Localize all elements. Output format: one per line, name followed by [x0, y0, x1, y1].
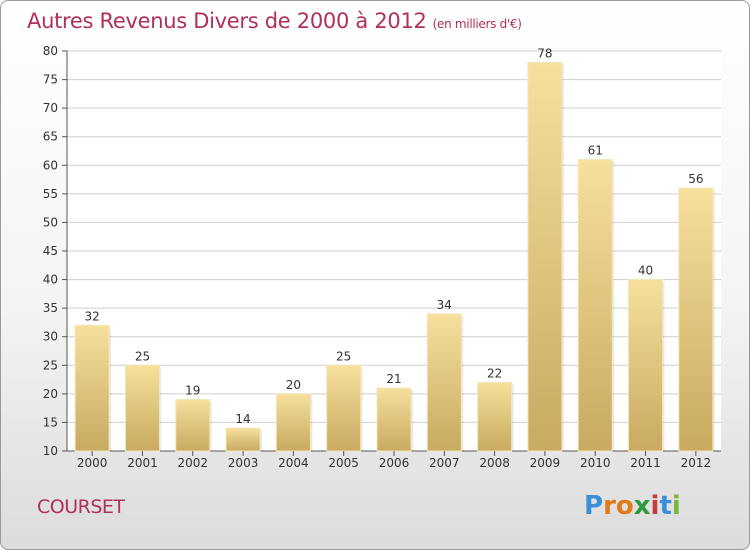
proxiti-logo: Proxiti	[584, 491, 681, 521]
y-tick-label: 65	[43, 130, 58, 144]
x-tick-label: 2001	[127, 456, 158, 470]
bar-value-label: 78	[537, 46, 552, 60]
logo-letter: r	[603, 491, 616, 521]
bar-value-label: 40	[638, 264, 653, 278]
x-tick-label: 2006	[379, 456, 410, 470]
bar	[527, 61, 563, 452]
logo-letter: o	[615, 491, 634, 521]
bar-value-label: 19	[185, 384, 200, 398]
bar-value-label: 21	[386, 372, 401, 386]
bar	[175, 399, 211, 452]
logo-letter: P	[584, 491, 604, 521]
y-tick-label: 45	[43, 244, 58, 258]
bar-value-label: 25	[336, 349, 351, 363]
logo-letter: i	[650, 491, 660, 521]
y-tick-label: 70	[43, 101, 58, 115]
x-tick-label: 2000	[77, 456, 108, 470]
chart-title-text: Autres Revenus Divers de 2000 à 2012	[27, 9, 427, 33]
x-tick-label: 2007	[429, 456, 460, 470]
y-tick-label: 60	[43, 158, 58, 172]
y-tick-label: 80	[43, 44, 58, 58]
y-tick-label: 20	[43, 387, 58, 401]
bar	[678, 187, 714, 452]
bar	[124, 364, 160, 452]
bar	[74, 324, 110, 452]
y-tick-label: 40	[43, 273, 58, 287]
bar-value-label: 14	[235, 412, 250, 426]
bar-value-label: 20	[286, 378, 301, 392]
y-tick-label: 75	[43, 73, 58, 87]
bar-value-label: 61	[588, 144, 603, 158]
bar	[426, 313, 462, 452]
x-tick-label: 2004	[278, 456, 309, 470]
x-tick-label: 2012	[681, 456, 712, 470]
logo-letter: x	[633, 491, 651, 521]
y-tick-label: 35	[43, 301, 58, 315]
chart-title: Autres Revenus Divers de 2000 à 2012 (en …	[27, 9, 522, 33]
logo-letter: i	[671, 491, 681, 521]
x-tick-label: 2009	[530, 456, 561, 470]
x-tick-label: 2005	[328, 456, 359, 470]
bar-value-label: 56	[688, 172, 703, 186]
bar-value-label: 34	[437, 298, 452, 312]
x-tick-label: 2003	[228, 456, 259, 470]
y-tick-label: 55	[43, 187, 58, 201]
y-tick-label: 15	[43, 415, 58, 429]
x-tick-label: 2011	[630, 456, 661, 470]
x-tick-label: 2010	[580, 456, 611, 470]
bar	[376, 387, 412, 452]
chart-subtitle: (en milliers d'€)	[432, 17, 522, 31]
bar	[225, 427, 261, 452]
logo-letter: t	[659, 491, 672, 521]
x-tick-label: 2002	[177, 456, 208, 470]
bar-value-label: 25	[135, 349, 150, 363]
location-name: COURSET	[37, 496, 125, 518]
y-tick-label: 30	[43, 330, 58, 344]
bar	[577, 159, 613, 452]
y-tick-label: 50	[43, 215, 58, 229]
y-tick-label: 10	[43, 444, 58, 458]
bar	[628, 279, 664, 452]
y-tick-label: 25	[43, 358, 58, 372]
bar	[326, 364, 362, 452]
bar-value-label: 22	[487, 366, 502, 380]
bar	[477, 381, 513, 452]
bar	[275, 393, 311, 452]
bar-value-label: 32	[85, 309, 100, 323]
x-tick-label: 2008	[479, 456, 510, 470]
